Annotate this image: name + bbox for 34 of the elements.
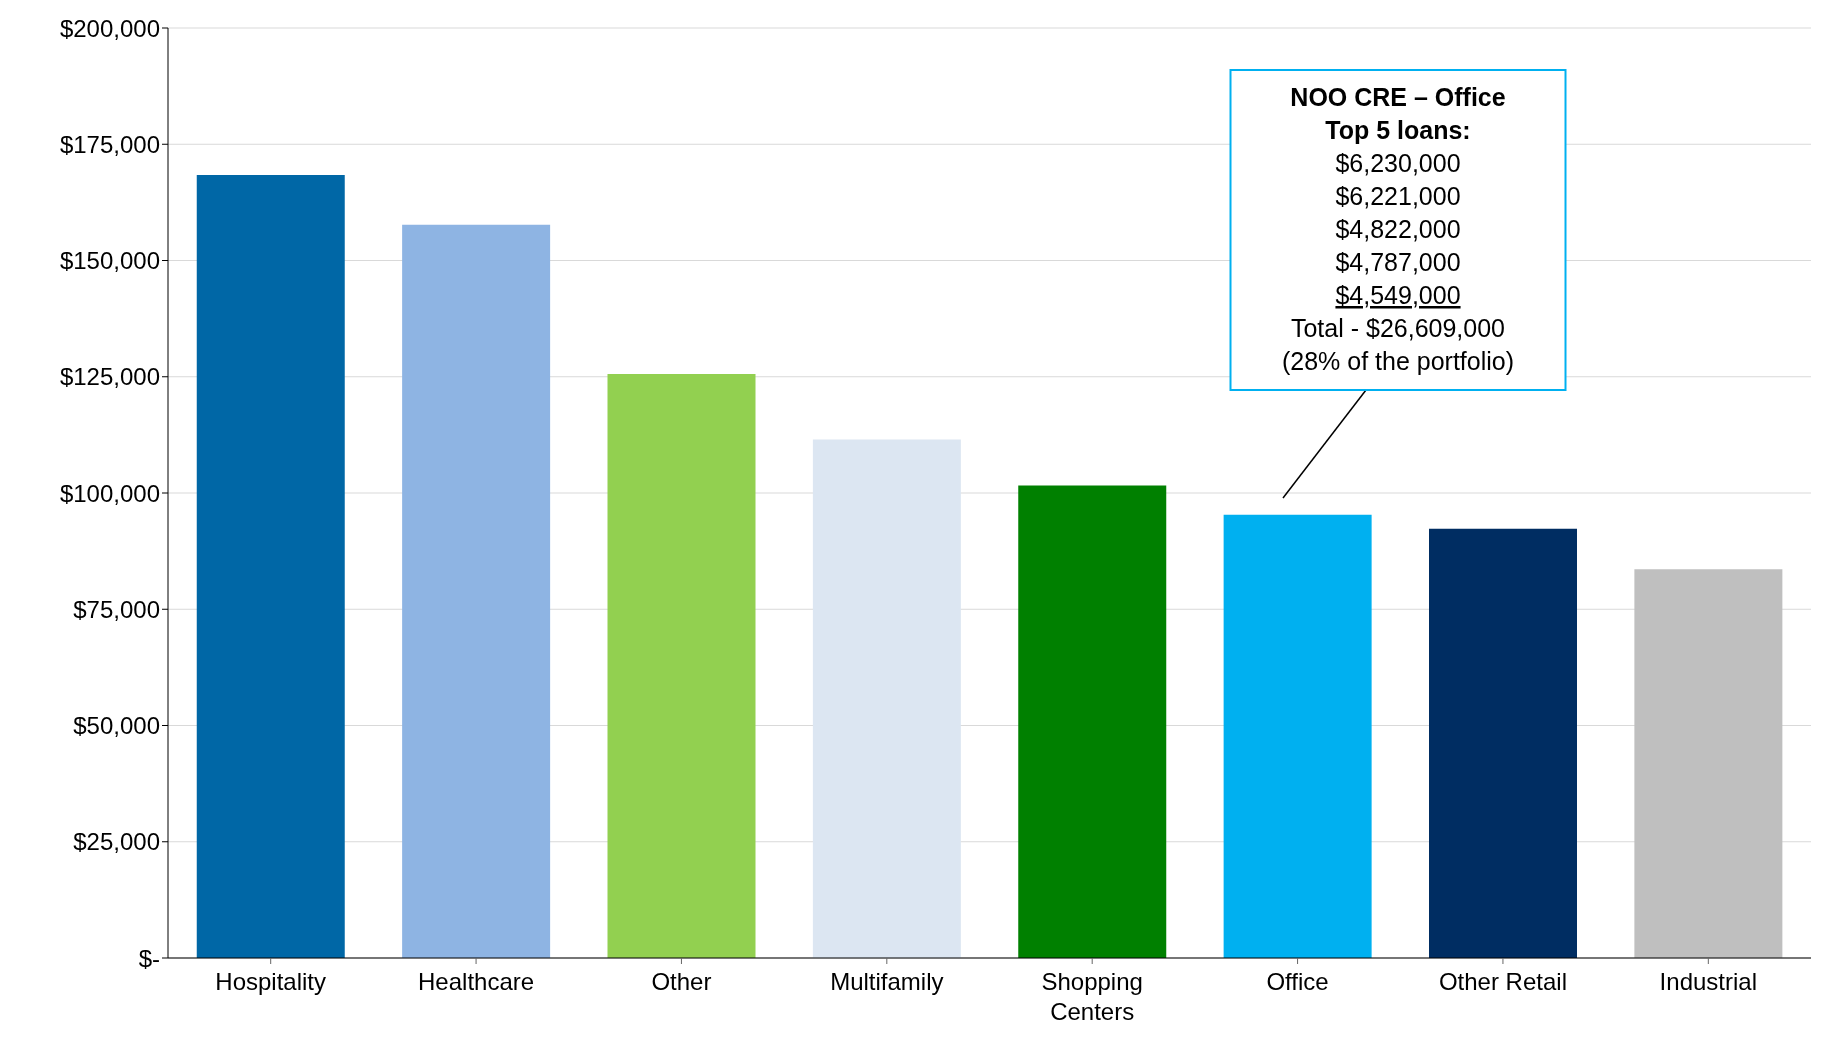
- x-tick-label: Other Retail: [1438, 968, 1567, 995]
- y-tick-label: $125,000: [59, 363, 160, 391]
- bar: [1634, 569, 1783, 958]
- y-tick-label: $75,000: [73, 595, 160, 623]
- x-tick-label: Other: [651, 968, 712, 995]
- bar: [1429, 528, 1577, 958]
- y-tick-label: $175,000: [59, 130, 160, 158]
- annotation: Total - $26,609,000: [1290, 314, 1506, 342]
- y-tick-label: $50,000: [73, 712, 160, 740]
- bar: [196, 174, 345, 958]
- bar: [1223, 514, 1372, 958]
- y-tick-label: $150,000: [59, 247, 160, 275]
- x-tick-label: Shopping Centers: [1041, 968, 1143, 1025]
- x-tick-label: Industrial: [1659, 968, 1758, 995]
- annotation: $6,230,000: [1335, 149, 1461, 177]
- annotation: NOO CRE – Office: [1290, 83, 1506, 111]
- annotation: (28% of the portfolio): [1281, 347, 1515, 375]
- x-tick-label: Healthcare: [418, 968, 535, 995]
- y-tick-label: $200,000: [59, 14, 160, 42]
- x-tick-label: Multifamily: [830, 968, 944, 995]
- bar: [812, 439, 961, 958]
- annotation: $4,787,000: [1335, 248, 1461, 276]
- annotation: $6,221,000: [1335, 182, 1461, 210]
- annotation: Top 5 loans:: [1325, 116, 1471, 144]
- annotation: $4,822,000: [1335, 215, 1461, 243]
- annotation: $4,549,000: [1335, 281, 1461, 309]
- x-tick-label: Hospitality: [215, 968, 327, 995]
- bar: [402, 224, 551, 958]
- bar: [607, 373, 756, 958]
- bar: [1018, 485, 1167, 958]
- y-tick-label: $100,000: [59, 479, 160, 507]
- x-tick-label: Office: [1266, 968, 1329, 995]
- y-tick-label: $25,000: [73, 828, 160, 856]
- y-tick-label: $-: [138, 944, 160, 972]
